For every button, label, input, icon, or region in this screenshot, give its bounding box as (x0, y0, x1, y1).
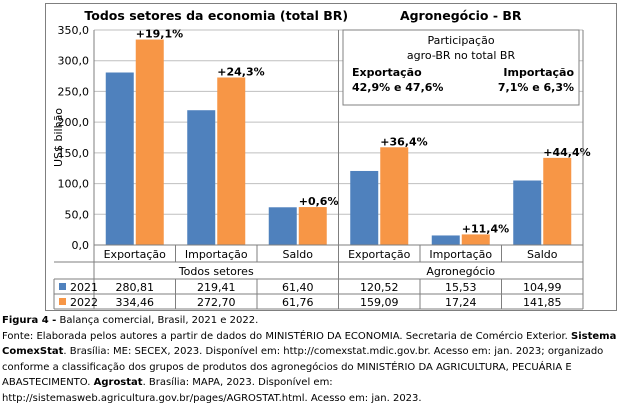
inset-right-value: 7,1% e 6,3% (498, 81, 574, 94)
bar-2021 (513, 180, 542, 245)
bar-2021 (187, 110, 216, 245)
growth-annotation: +0,6% (299, 195, 339, 208)
bar-2021 (350, 170, 379, 245)
table-value-2021: 61,40 (282, 281, 314, 294)
bar-2022 (298, 207, 327, 245)
figure-label: Figura 4 - (2, 315, 57, 326)
table-value-2021: 15,53 (445, 281, 477, 294)
table-value-2021: 219,41 (197, 281, 236, 294)
legend-label-2021: 2021 (70, 281, 98, 294)
source-bold-2: Agrostat (93, 377, 143, 388)
inset-right-label: Importação (503, 66, 574, 79)
x-tick-label: Exportação (104, 248, 167, 261)
inset-left-label: Exportação (352, 66, 422, 79)
x-tick-label: Importação (429, 248, 492, 261)
y-tick-label: 50,0 (65, 208, 90, 221)
group-label: Todos setores (178, 265, 254, 278)
group-label: Agronegócio (426, 265, 495, 278)
bar-chart: 0,0 50,0 100,0 150,0 200,0 250,0 300,0 350,0 US$… (52, 8, 591, 310)
figure-title: Balança comercial, Brasil, 2021 e 2022. (56, 315, 259, 326)
table-value-2022: 17,24 (445, 296, 477, 309)
bar-2022 (543, 157, 572, 245)
bar-2022 (135, 39, 164, 245)
growth-annotation: +24,3% (217, 65, 264, 78)
y-tick-label: 250,0 (58, 85, 90, 98)
inset-left-value: 42,9% e 47,6% (352, 81, 443, 94)
bar-2022 (380, 147, 409, 245)
x-tick-label: Exportação (348, 248, 411, 261)
table-value-2022: 272,70 (197, 296, 236, 309)
inset-box (342, 29, 580, 106)
inset-title-line-1: Participação (427, 34, 494, 47)
legend-swatch-2022 (59, 298, 66, 305)
inset-title-line-2: agro-BR no total BR (407, 49, 516, 62)
table-value-2022: 141,85 (523, 296, 562, 309)
table-value-2021: 120,52 (360, 281, 399, 294)
y-tick-label: 0,0 (72, 239, 90, 252)
x-tick-label: Saldo (283, 248, 314, 261)
bar-2021 (268, 207, 297, 245)
source-text-1: Fonte: Elaborada pelos autores a partir … (2, 330, 572, 342)
table-value-2022: 61,76 (282, 296, 314, 309)
y-tick-label: 300,0 (58, 55, 90, 68)
y-tick-label: 100,0 (58, 178, 90, 191)
figure-caption: Figura 4 - Balança comercial, Brasil, 20… (2, 313, 618, 406)
table-value-2022: 334,46 (116, 296, 155, 309)
legend-label-2022: 2022 (70, 296, 98, 309)
y-tick-label: 150,0 (58, 147, 90, 160)
table-value-2022: 159,09 (360, 296, 399, 309)
bar-2022 (461, 234, 490, 245)
y-tick-label: 350,0 (58, 24, 90, 37)
panel-title: Todos setores da economia (total BR) (84, 8, 348, 23)
panel-title: Agronegócio - BR (400, 8, 522, 23)
bar-2022 (217, 77, 246, 245)
growth-annotation: +19,1% (136, 28, 183, 41)
x-tick-label: Saldo (527, 248, 558, 261)
table-value-2021: 280,81 (116, 281, 155, 294)
growth-annotation: +36,4% (380, 135, 427, 148)
chart-container: 0,0 50,0 100,0 150,0 200,0 250,0 300,0 350,0 US$… (45, 3, 617, 311)
source-text-3: . Brasília: MAPA, 2023. Disponível em: h… (2, 377, 422, 404)
bar-2021 (431, 235, 460, 245)
source-text-2: . Brasília: ME: SECEX, 2023. Disponível … (2, 346, 604, 388)
figure-title-line: Figura 4 - Balança comercial, Brasil, 20… (2, 313, 618, 329)
table-value-2021: 104,99 (523, 281, 562, 294)
y-axis-label: US$ bilhão (52, 108, 65, 167)
source-bold-1: Sistema ComexStat (2, 330, 617, 358)
growth-annotation: +11,4% (462, 222, 509, 235)
legend-swatch-2021 (59, 283, 66, 290)
bar-2021 (105, 72, 134, 245)
growth-annotation: +44,4% (543, 146, 590, 159)
x-tick-label: Importação (185, 248, 248, 261)
y-tick-label: 200,0 (58, 116, 90, 129)
figure-source: Fonte: Elaborada pelos autores a partir … (2, 329, 618, 407)
